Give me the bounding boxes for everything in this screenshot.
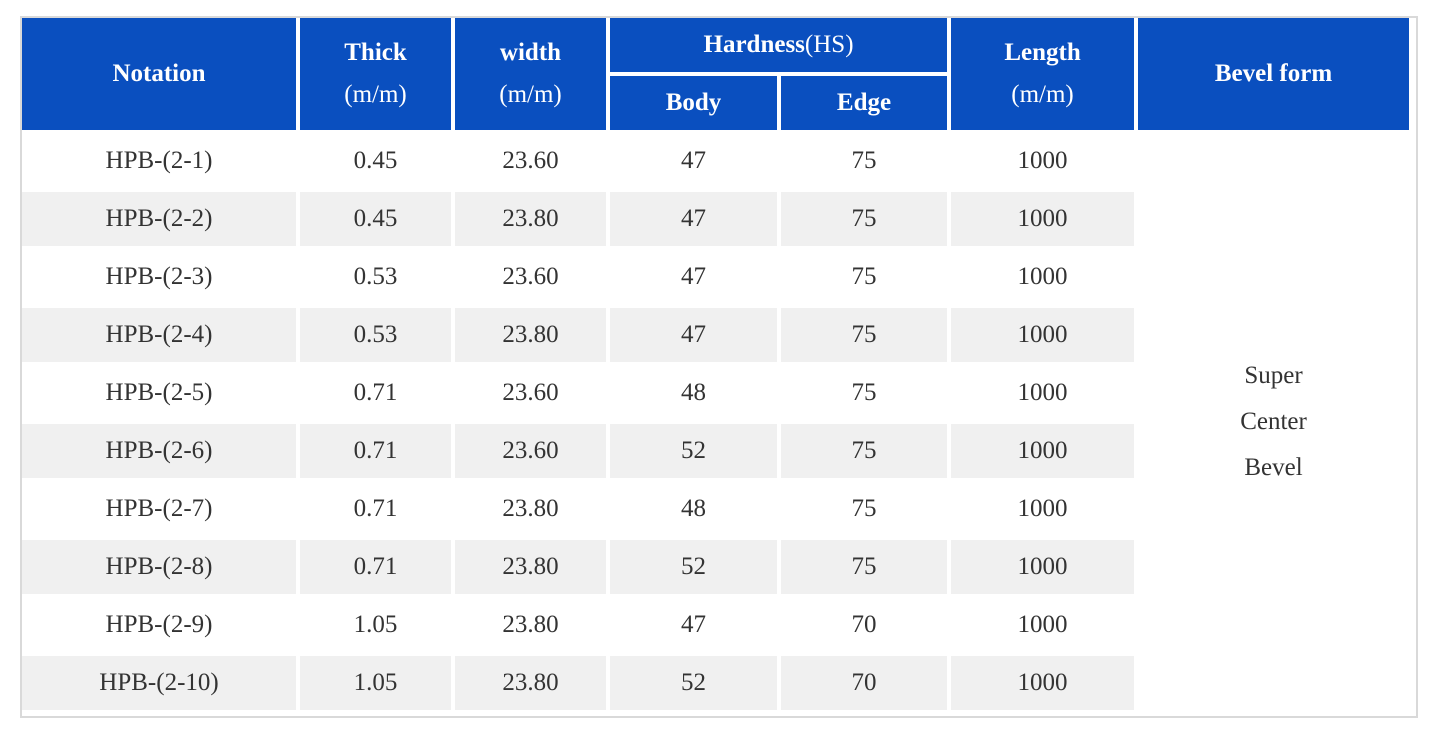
cell-body: 52: [610, 424, 777, 478]
cell-length: 1000: [951, 192, 1135, 246]
cell-width: 23.60: [502, 147, 559, 174]
cell-thick: 1.05: [300, 656, 451, 710]
spec-table: Notation Thick (m/m) width (m/m) Hardnes…: [18, 14, 1413, 714]
table-row: HPB-(2-8) 0.71 23.80 52 75 1000: [22, 540, 1409, 594]
table-body: HPB-(2-1) 0.45 23.60 47 75 1000 Super Center Bev…: [22, 134, 1410, 710]
cell-bevel-form: Super Center Bevel: [1138, 134, 1410, 710]
cell-length: 1000: [951, 540, 1135, 594]
cell-body: 47: [610, 192, 777, 246]
header-width: width (m/m): [455, 18, 606, 130]
cell-body: 52: [610, 656, 777, 710]
header-hardness-label: Hardness: [703, 31, 805, 58]
cell-length: 1000: [951, 424, 1135, 478]
cell-length: 1000: [1017, 379, 1068, 406]
header-body-label: Body: [665, 89, 722, 116]
cell-notation: HPB-(2-3): [105, 263, 213, 290]
cell-width: 23.80: [502, 611, 559, 638]
cell-notation: HPB-(2-2): [22, 192, 296, 246]
cell-thick: 0.45: [300, 192, 451, 246]
table-row: HPB-(2-2) 0.45 23.80 47 75 1000: [22, 192, 1409, 246]
cell-width: 23.80: [455, 656, 606, 710]
header-thick-label: Thick: [344, 39, 407, 66]
cell-notation: HPB-(2-4): [22, 308, 296, 362]
header-length-unit: (m/m): [1011, 81, 1074, 108]
cell-thick: 0.71: [353, 495, 398, 522]
bevel-form-line: Bevel: [1244, 454, 1303, 481]
cell-notation: HPB-(2-5): [105, 379, 213, 406]
cell-body: 52: [610, 540, 777, 594]
cell-notation: HPB-(2-6): [22, 424, 296, 478]
table-row: HPB-(2-9) 1.05 23.80 47 70 1000: [22, 598, 1409, 652]
header-body: Body: [610, 76, 777, 130]
cell-width: 23.80: [502, 495, 559, 522]
cell-edge: 75: [781, 192, 948, 246]
header-thick: Thick (m/m): [300, 18, 451, 130]
cell-edge: 70: [851, 611, 877, 638]
cell-thick: 0.53: [353, 263, 398, 290]
header-hardness-unit: (HS): [804, 31, 854, 58]
bevel-form-line: Center: [1240, 408, 1307, 435]
table-row: HPB-(2-3) 0.53 23.60 47 75 1000: [22, 250, 1409, 304]
cell-notation: HPB-(2-10): [22, 656, 296, 710]
table-row: HPB-(2-6) 0.71 23.60 52 75 1000: [22, 424, 1409, 478]
cell-length: 1000: [1017, 147, 1068, 174]
header-bevel-form: Bevel form: [1138, 18, 1410, 130]
cell-length: 1000: [1017, 611, 1068, 638]
cell-length: 1000: [1017, 495, 1068, 522]
cell-body: 47: [681, 611, 706, 638]
header-bevel-form-label: Bevel form: [1214, 60, 1333, 87]
header-edge: Edge: [781, 76, 948, 130]
header-notation: Notation: [22, 18, 296, 130]
cell-width: 23.60: [502, 379, 559, 406]
header-notation-label: Notation: [112, 60, 206, 87]
cell-notation: HPB-(2-1): [105, 147, 213, 174]
cell-notation: HPB-(2-7): [105, 495, 213, 522]
header-length-label: Length: [1004, 39, 1081, 66]
cell-body: 48: [681, 495, 706, 522]
cell-width: 23.60: [455, 424, 606, 478]
bevel-form-line: Super: [1244, 362, 1303, 389]
cell-body: 47: [681, 147, 706, 174]
cell-edge: 75: [781, 540, 948, 594]
cell-length: 1000: [1017, 263, 1068, 290]
cell-width: 23.80: [455, 308, 606, 362]
cell-thick: 0.71: [300, 540, 451, 594]
cell-thick: 0.45: [353, 147, 398, 174]
cell-width: 23.60: [502, 263, 559, 290]
cell-thick: 0.53: [300, 308, 451, 362]
cell-length: 1000: [951, 308, 1135, 362]
cell-body: 47: [681, 263, 706, 290]
header-thick-unit: (m/m): [344, 81, 407, 108]
cell-edge: 70: [781, 656, 948, 710]
cell-width: 23.80: [455, 192, 606, 246]
table-row: HPB-(2-5) 0.71 23.60 48 75 1000: [22, 366, 1409, 420]
header-hardness: Hardness(HS): [610, 18, 948, 72]
header-edge-label: Edge: [836, 89, 892, 116]
header-width-label: width: [499, 39, 562, 66]
cell-edge: 75: [851, 495, 877, 522]
cell-body: 48: [681, 379, 706, 406]
cell-edge: 75: [851, 379, 877, 406]
cell-edge: 75: [781, 308, 948, 362]
cell-edge: 75: [851, 263, 877, 290]
header-length: Length (m/m): [951, 18, 1135, 130]
cell-edge: 75: [851, 147, 877, 174]
table-row: HPB-(2-7) 0.71 23.80 48 75 1000: [22, 482, 1409, 536]
cell-thick: 0.71: [300, 424, 451, 478]
cell-edge: 75: [781, 424, 948, 478]
table-row: HPB-(2-1) 0.45 23.60 47 75 1000 Super Center Bev…: [22, 134, 1410, 710]
cell-thick: 1.05: [353, 611, 398, 638]
cell-length: 1000: [951, 656, 1135, 710]
cell-width: 23.80: [455, 540, 606, 594]
cell-notation: HPB-(2-8): [22, 540, 296, 594]
table-row: HPB-(2-10) 1.05 23.80 52 70 1000: [22, 656, 1409, 710]
cell-body: 47: [610, 308, 777, 362]
cell-thick: 0.71: [353, 379, 398, 406]
table-row: HPB-(2-4) 0.53 23.80 47 75 1000: [22, 308, 1409, 362]
table-header: Notation Thick (m/m) width (m/m) Hardnes…: [22, 18, 1410, 130]
header-width-unit: (m/m): [499, 81, 562, 108]
cell-notation: HPB-(2-9): [105, 611, 213, 638]
